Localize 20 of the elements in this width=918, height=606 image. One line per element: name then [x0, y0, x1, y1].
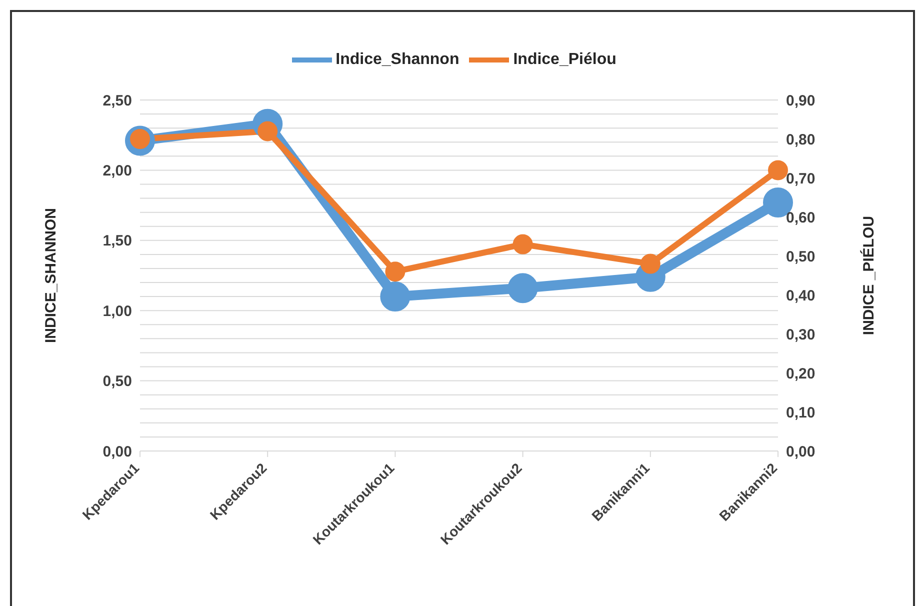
y2-tick-label: 0,40 — [786, 287, 816, 304]
y2-tick-label: 0,30 — [786, 326, 816, 344]
y-tick-label: 2,00 — [102, 162, 132, 180]
legend-label: Indice_Shannon — [336, 51, 460, 68]
y-tick-label: 1,50 — [102, 232, 132, 250]
y2-axis-title: INDICE _PIÉLOU — [859, 216, 878, 336]
y-tick-label: 0,00 — [102, 443, 132, 460]
y2-tick-label: 0,70 — [786, 170, 816, 188]
y-tick-label: 2,50 — [102, 92, 132, 110]
y2-tick-label: 0,90 — [786, 92, 816, 110]
y-tick-label: 0,50 — [102, 373, 132, 390]
y2-tick-label: 0,00 — [786, 443, 816, 460]
y2-tick-label: 0,80 — [786, 131, 816, 148]
y2-tick-label: 0,20 — [786, 365, 816, 382]
y-axis-title: INDICE_SHANNON — [42, 208, 60, 344]
y2-tick-label: 0,60 — [786, 209, 816, 226]
legend-label: Indice_Piélou — [513, 51, 616, 68]
y2-tick-label: 0,10 — [786, 404, 816, 422]
y2-tick-label: 0,50 — [786, 248, 816, 266]
y-tick-label: 1,00 — [102, 302, 132, 320]
